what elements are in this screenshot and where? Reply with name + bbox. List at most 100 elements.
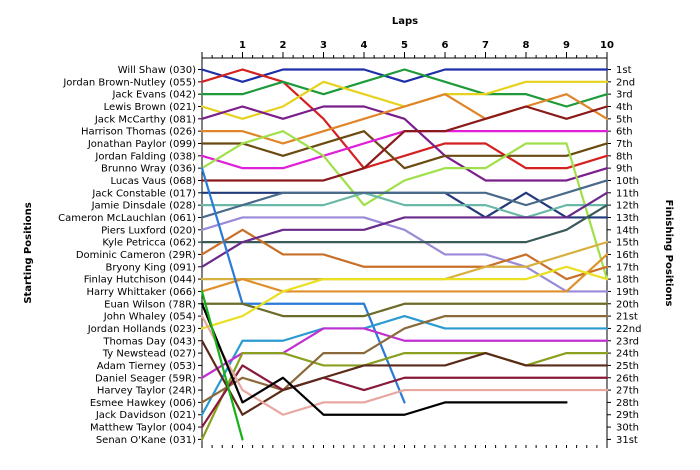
finishing-position-label: 28th: [616, 398, 639, 409]
lap-tick-label: 5: [401, 40, 408, 51]
driver-position-line: [200, 351, 609, 441]
starting-position-label: Adam Tierney (053): [97, 361, 196, 372]
driver-position-line: [200, 204, 609, 244]
axis-labels: 1 2 3 4 5 6 7 8 9 10 Will Shaw (030)Jordan Brown-N…: [58, 40, 641, 446]
driver-position-line: [200, 68, 609, 108]
starting-positions-axis-title: Starting Positions: [23, 202, 34, 303]
driver-position-line: [200, 105, 609, 182]
finishing-position-label: 9th: [616, 164, 633, 175]
driver-position-line: [200, 191, 609, 268]
lap-tick-label: 7: [482, 40, 489, 51]
finishing-positions-axis-title: Finishing Positions: [663, 200, 674, 307]
finishing-position-label: 26th: [616, 373, 639, 384]
starting-position-label: Jack Evans (042): [111, 90, 196, 101]
lap-tick-label: 6: [442, 40, 449, 51]
driver-position-line: [200, 93, 609, 145]
starting-position-label: Piers Luxford (020): [101, 225, 196, 236]
starting-position-label: Ty Newstead (027): [102, 349, 196, 360]
driver-position-line: [200, 191, 609, 219]
lap-tick-label: 8: [523, 40, 530, 51]
starting-position-label: Lewis Brown (021): [104, 102, 196, 113]
starting-position-label: Matthew Taylor (004): [90, 423, 196, 434]
finishing-position-label: 1st: [616, 65, 632, 76]
starting-position-label: Jack Davidson (021): [95, 410, 196, 421]
starting-position-label: Jordan Hollands (023): [87, 324, 196, 335]
lap-tick-label: 9: [563, 40, 570, 51]
starting-position-label: Harry Whittaker (066): [86, 287, 196, 298]
finishing-position-label: 21st: [616, 312, 638, 323]
driver-position-line: [200, 265, 609, 330]
starting-position-label: Harvey Taylor (24R): [97, 386, 196, 397]
starting-position-label: Bryony King (091): [105, 262, 196, 273]
finishing-position-label: 24th: [616, 349, 639, 360]
starting-position-label: Finlay Hutchison (044): [84, 275, 196, 286]
lap-tick-label: 10: [600, 40, 614, 51]
lap-tick-label: 2: [280, 40, 287, 51]
starting-position-label: Jamie Dinsdale (028): [91, 201, 197, 212]
finishing-position-label: 18th: [616, 275, 639, 286]
driver-position-line: [200, 253, 609, 293]
driver-position-line: [200, 364, 609, 429]
driver-position-line: [200, 105, 609, 182]
driver-position-line: [200, 68, 609, 170]
finishing-position-label: 22nd: [616, 324, 641, 335]
driver-position-line: [200, 315, 609, 416]
starting-position-label: Daniel Seager (59R): [95, 373, 196, 384]
finishing-position-label: 11th: [616, 188, 639, 199]
starting-position-label: Esmee Hawkey (006): [90, 398, 196, 409]
finishing-position-label: 27th: [616, 386, 639, 397]
starting-position-label: Dominic Cameron (29R): [76, 250, 196, 261]
driver-position-line: [200, 302, 609, 318]
driver-position-line: [200, 302, 568, 416]
finishing-position-label: 25th: [616, 361, 639, 372]
starting-position-label: Thomas Day (043): [102, 336, 196, 347]
starting-position-label: Brunno Wray (036): [101, 164, 196, 175]
finishing-position-label: 29th: [616, 410, 639, 421]
finishing-position-label: 15th: [616, 238, 639, 249]
starting-position-label: Jordan Brown-Nutley (055): [62, 77, 196, 88]
starting-position-label: Jonathan Paylor (099): [87, 139, 196, 150]
starting-position-label: Jordan Falding (038): [94, 151, 196, 162]
finishing-position-label: 4th: [616, 102, 633, 113]
driver-position-line: [200, 68, 609, 83]
lap-tick-label: 1: [239, 40, 246, 51]
lap-tick-label: 4: [361, 40, 368, 51]
finishing-position-label: 13th: [616, 213, 639, 224]
starting-position-label: Will Shaw (030): [118, 65, 196, 76]
finishing-position-label: 20th: [616, 299, 639, 310]
driver-position-line: [200, 216, 609, 293]
starting-position-label: Senan O'Kane (031): [96, 435, 196, 446]
starting-position-label: Jack McCarthy (081): [94, 114, 196, 125]
finishing-position-label: 12th: [616, 201, 639, 212]
finishing-position-label: 2nd: [616, 77, 635, 88]
starting-position-label: Cameron McLauchlan (061): [58, 213, 196, 224]
finishing-position-label: 23rd: [616, 336, 639, 347]
driver-position-line: [200, 130, 609, 170]
driver-position-line: [200, 179, 609, 219]
finishing-position-label: 6th: [616, 127, 633, 138]
starting-position-label: Lucas Vaus (068): [110, 176, 196, 187]
driver-position-line: [200, 130, 609, 281]
finishing-position-label: 16th: [616, 250, 639, 261]
finishing-position-label: 3rd: [616, 90, 633, 101]
starting-position-label: Jack Constable (017): [91, 188, 196, 199]
finishing-position-label: 8th: [616, 151, 633, 162]
finishing-position-label: 19th: [616, 287, 639, 298]
driver-position-line: [200, 339, 609, 416]
finishing-position-label: 30th: [616, 423, 639, 434]
finishing-position-label: 31st: [616, 435, 638, 446]
finishing-position-label: 10th: [616, 176, 639, 187]
driver-position-line: [200, 228, 609, 281]
driver-position-line: [200, 315, 609, 416]
driver-position-line: [200, 290, 244, 441]
laps-axis-title: Laps: [392, 16, 418, 27]
finishing-position-label: 7th: [616, 139, 633, 150]
position-lines: [200, 68, 609, 441]
starting-position-label: Kyle Petricca (062): [102, 238, 196, 249]
lap-tick-label: 3: [320, 40, 327, 51]
finishing-position-label: 5th: [616, 114, 633, 125]
starting-position-label: Euan Wilson (78R): [104, 299, 196, 310]
starting-position-label: John Whaley (054): [103, 312, 196, 323]
